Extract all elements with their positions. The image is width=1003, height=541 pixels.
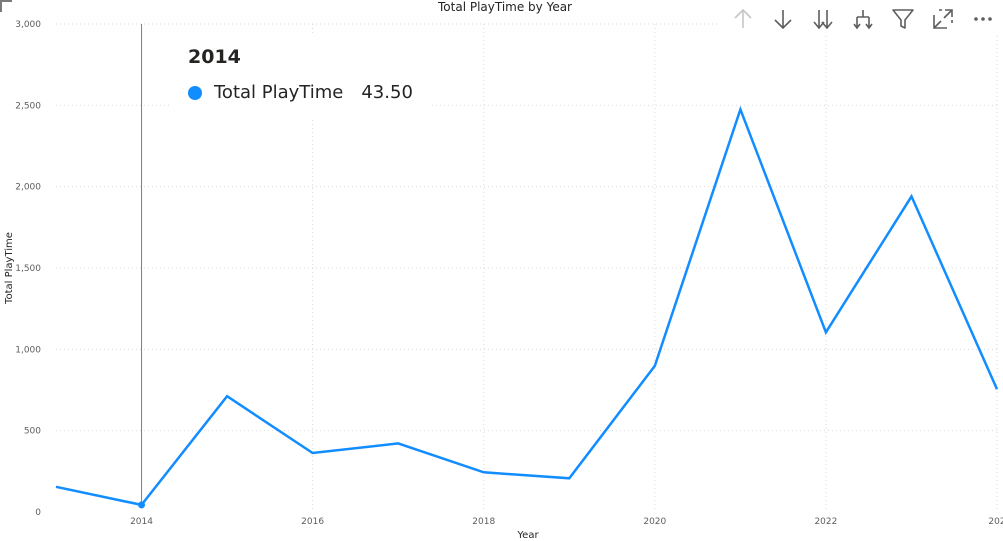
focus-mode-icon: [933, 9, 953, 29]
x-tick-label: 2018: [472, 517, 495, 527]
data-points: [53, 106, 1000, 509]
data-point[interactable]: [224, 393, 230, 399]
data-point[interactable]: [310, 450, 316, 456]
y-tick-label: 500: [24, 427, 41, 437]
x-axis-title: Year: [516, 530, 539, 541]
expand-hierarchy-button[interactable]: [849, 5, 877, 33]
x-tick-label: 2016: [301, 517, 324, 527]
data-point[interactable]: [53, 484, 59, 490]
x-tick-label: 202: [988, 517, 1003, 527]
x-tick-label: 2022: [814, 517, 837, 527]
data-point[interactable]: [737, 106, 743, 112]
data-point[interactable]: [908, 193, 914, 199]
visual-header-toolbar: [719, 4, 1003, 34]
y-axis-ticks: 0 500 1,000 1,500 2,000 2,500 3,000: [15, 20, 41, 518]
fork-down-icon: [853, 10, 873, 30]
more-options-icon: [974, 17, 992, 21]
x-tick-label: 2020: [643, 517, 666, 527]
tooltip-value: 43.50: [361, 82, 413, 103]
y-tick-label: 1,500: [15, 264, 41, 274]
more-options-button[interactable]: [969, 5, 997, 33]
data-point[interactable]: [481, 469, 487, 475]
y-tick-label: 3,000: [15, 20, 41, 30]
double-arrow-down-icon: [813, 10, 833, 30]
y-tick-label: 0: [35, 508, 41, 518]
data-tooltip: 2014 Total PlayTime 43.50: [170, 34, 432, 120]
y-tick-label: 2,000: [15, 183, 41, 193]
tooltip-title: 2014: [188, 46, 241, 68]
chart-title: Total PlayTime by Year: [437, 0, 572, 14]
filter-icon: [892, 9, 914, 29]
tooltip-series-name: Total PlayTime: [214, 82, 344, 103]
x-tick-label: 2014: [130, 517, 153, 527]
data-point[interactable]: [994, 386, 1000, 392]
tooltip-row: Total PlayTime 43.50: [188, 82, 413, 103]
visual-corner-mark: [0, 0, 12, 12]
series-line-total-playtime[interactable]: [55, 105, 999, 507]
y-tick-label: 2,500: [15, 101, 41, 111]
arrow-up-icon: [734, 8, 752, 28]
next-level-button[interactable]: [809, 5, 837, 33]
data-point[interactable]: [823, 329, 829, 335]
highlighted-data-point[interactable]: [138, 501, 146, 509]
drill-down-button[interactable]: [769, 5, 797, 33]
data-point[interactable]: [395, 440, 401, 446]
arrow-down-icon: [774, 10, 792, 30]
data-point[interactable]: [652, 363, 658, 369]
drill-up-button[interactable]: [729, 5, 757, 33]
filter-button[interactable]: [889, 5, 917, 33]
y-axis-title: Total PlayTime: [4, 232, 15, 305]
series-dot-icon: [188, 85, 202, 100]
focus-mode-button[interactable]: [929, 5, 957, 33]
y-tick-label: 1,000: [15, 345, 41, 355]
data-point[interactable]: [566, 475, 572, 481]
x-axis-ticks: 2014 2016 2018 2020 2022 202: [130, 517, 1003, 527]
